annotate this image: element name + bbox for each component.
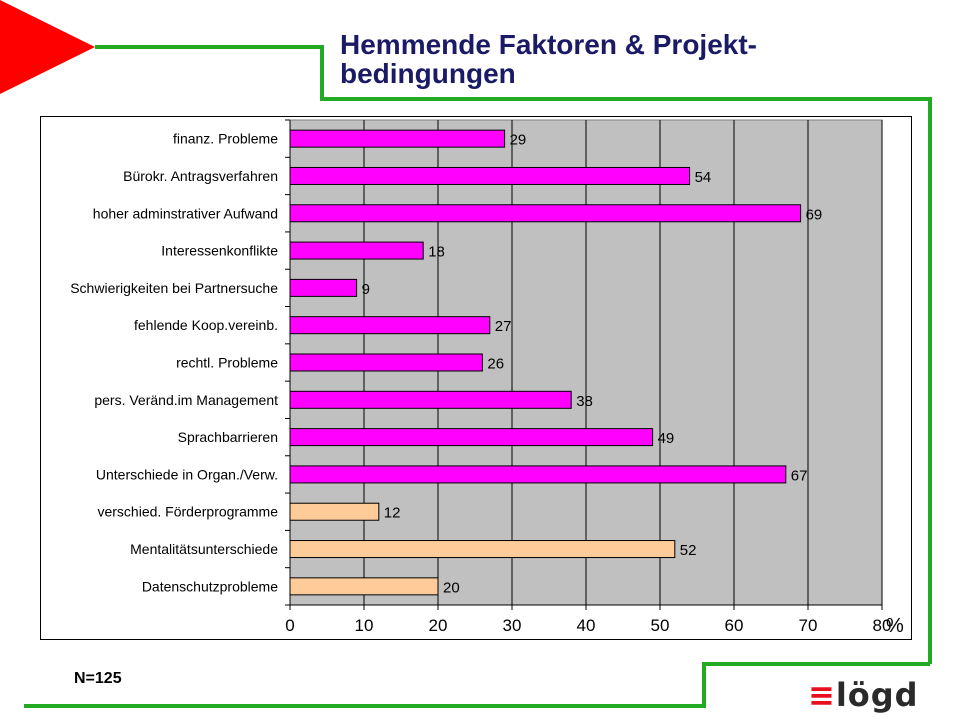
category-label: Bürokr. Antragsverfahren — [123, 168, 278, 184]
category-label: pers. Veränd.im Management — [94, 392, 278, 408]
logo-mark-icon: ≡ — [808, 676, 836, 714]
slide-title-line-2: bedingungen — [340, 58, 516, 89]
bar-chart: 0 10 20 30 40 50 60 70 80% finanz. Probleme 29 Büro… — [40, 116, 912, 640]
category-label: Datenschutzprobleme — [142, 578, 278, 594]
data-label: 9 — [362, 281, 370, 298]
bar — [289, 502, 380, 521]
bar — [289, 577, 439, 596]
data-label: 38 — [576, 393, 593, 410]
data-label: 27 — [495, 318, 512, 335]
data-label: 18 — [428, 244, 445, 261]
category-label: finanz. Probleme — [173, 131, 278, 147]
bar — [289, 204, 802, 223]
data-label: 20 — [443, 579, 460, 596]
green-frame-line-bottom — [24, 662, 930, 708]
x-tick-label: 0 — [285, 616, 294, 635]
bar — [289, 241, 424, 260]
data-label: 12 — [384, 505, 401, 522]
bar — [289, 278, 358, 297]
x-tick-label: 30 — [503, 616, 522, 635]
x-tick-label: 80 — [873, 616, 892, 635]
data-label: 67 — [791, 467, 808, 484]
data-label: 69 — [806, 206, 823, 223]
category-label: fehlende Koop.vereinb. — [134, 317, 278, 333]
category-label: Unterschiede in Organ./Verw. — [96, 466, 278, 482]
bar — [289, 390, 572, 409]
category-label: verschied. Förderprogramme — [97, 504, 278, 520]
category-label: Sprachbarrieren — [178, 429, 278, 445]
bar — [289, 166, 691, 185]
bar — [289, 428, 654, 447]
bar — [289, 129, 506, 148]
data-label: 29 — [510, 132, 527, 149]
bar — [289, 540, 676, 559]
x-tick-label: 60 — [725, 616, 744, 635]
category-label: hoher adminstrativer Aufwand — [93, 205, 278, 221]
slide-title: Hemmende Faktoren & Projekt- bedingungen — [340, 30, 900, 88]
green-frame-line-top — [95, 45, 932, 664]
x-tick-label: 10 — [355, 616, 374, 635]
x-tick-label: 50 — [651, 616, 670, 635]
bar — [289, 353, 483, 372]
category-label: rechtl. Probleme — [176, 355, 278, 371]
x-tick-label: 40 — [577, 616, 596, 635]
sample-size-note: N=125 — [74, 670, 122, 687]
red-triangle-accent — [0, 0, 95, 94]
x-tick-label: 20 — [429, 616, 448, 635]
data-label: 52 — [680, 542, 697, 559]
x-axis-unit: % — [886, 615, 904, 637]
data-label: 26 — [487, 356, 504, 373]
category-label: Interessenkonflikte — [161, 243, 278, 259]
bar — [289, 316, 491, 335]
x-tick-label: 70 — [799, 616, 818, 635]
data-label: 54 — [695, 169, 712, 186]
bar — [289, 465, 787, 484]
category-label: Mentalitätsunterschiede — [130, 541, 278, 557]
category-label: Schwierigkeiten bei Partnersuche — [70, 280, 278, 296]
loegd-logo: ≡lögd — [808, 676, 919, 714]
data-label: 49 — [658, 430, 675, 447]
slide-title-line-1: Hemmende Faktoren & Projekt- — [340, 29, 757, 60]
logo-text: lögd — [835, 676, 919, 714]
